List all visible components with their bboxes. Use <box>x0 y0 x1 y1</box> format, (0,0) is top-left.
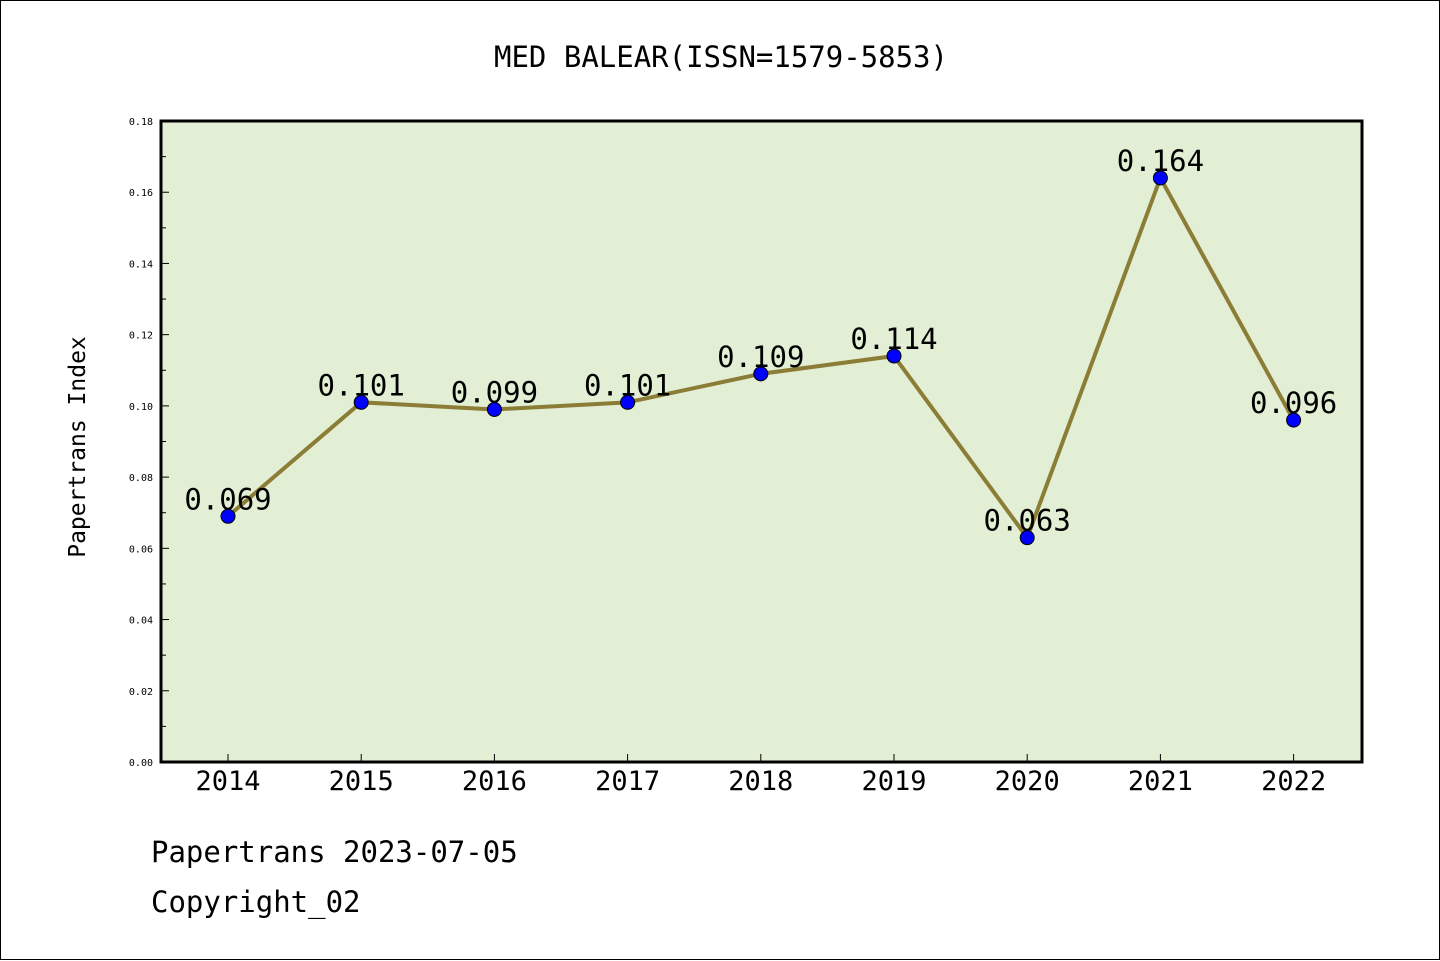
data-point <box>1019 530 1035 546</box>
y-tick-label: 0.02 <box>129 687 153 698</box>
x-tick-label: 2016 <box>462 766 527 797</box>
y-axis-label: Papertrans Index <box>65 336 91 558</box>
x-tick-label: 2014 <box>195 766 260 797</box>
data-label: 0.109 <box>717 340 804 374</box>
data-point <box>486 401 502 417</box>
y-tick-label: 0.18 <box>129 117 153 128</box>
data-point <box>886 348 902 364</box>
y-axis-ticks: 0.00 0.02 0.04 0.06 0.08 0.10 0.12 0.14 0.16 0.18 <box>129 117 169 769</box>
y-tick-label: 0.08 <box>129 473 153 484</box>
plot-area <box>159 119 1364 764</box>
data-label: 0.114 <box>850 322 937 356</box>
x-tick-label: 2018 <box>728 766 793 797</box>
data-label: 0.164 <box>1117 144 1204 178</box>
data-point <box>620 394 636 410</box>
data-labels: 0.069 0.101 0.099 0.101 0.109 0.114 0.063 0.164… <box>184 144 1337 538</box>
data-label: 0.101 <box>318 368 405 402</box>
x-tick-label: 2017 <box>595 766 660 797</box>
x-tick-label: 2020 <box>995 766 1060 797</box>
y-tick-label: 0.12 <box>129 331 153 342</box>
data-point <box>220 508 236 524</box>
data-point <box>353 394 369 410</box>
data-points <box>220 170 1302 546</box>
data-point <box>753 366 769 382</box>
y-tick-label: 0.14 <box>129 259 153 270</box>
data-label: 0.101 <box>584 368 671 402</box>
x-axis-ticks: 2014 2015 2016 2017 2018 2019 2020 2021 2022 <box>195 754 1326 797</box>
data-label: 0.063 <box>984 504 1071 538</box>
y-tick-label: 0.06 <box>129 544 153 555</box>
data-label: 0.096 <box>1250 386 1337 420</box>
y-tick-label: 0.00 <box>129 758 153 769</box>
x-tick-label: 2019 <box>861 766 926 797</box>
data-point <box>1286 412 1302 428</box>
x-tick-label: 2021 <box>1128 766 1193 797</box>
data-label: 0.069 <box>184 482 271 516</box>
y-tick-label: 0.16 <box>129 188 153 199</box>
chart-title: MED BALEAR(ISSN=1579-5853) <box>494 40 948 74</box>
x-tick-label: 2022 <box>1261 766 1326 797</box>
y-tick-label: 0.10 <box>129 402 153 413</box>
data-label: 0.099 <box>451 375 538 409</box>
data-point <box>1152 170 1168 186</box>
footer-date: Papertrans 2023-07-05 <box>151 835 518 869</box>
x-tick-label: 2015 <box>329 766 394 797</box>
footer-copyright: Copyright_02 <box>151 885 361 919</box>
y-tick-label: 0.04 <box>129 616 153 627</box>
